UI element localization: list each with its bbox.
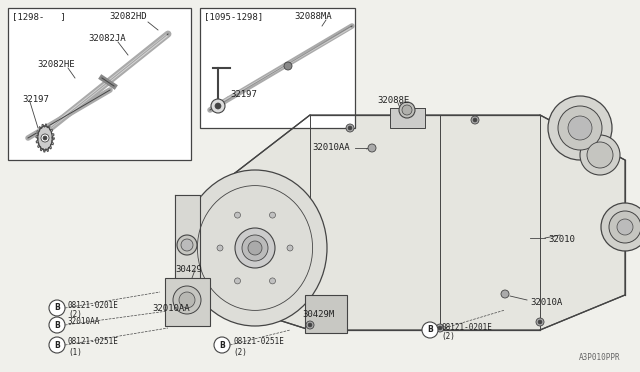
Text: B: B: [54, 304, 60, 312]
Circle shape: [214, 337, 230, 353]
Circle shape: [242, 235, 268, 261]
Text: 32088MA: 32088MA: [294, 12, 332, 21]
Circle shape: [49, 300, 65, 316]
Text: 32082JA: 32082JA: [88, 34, 125, 43]
Text: 32197: 32197: [230, 90, 257, 99]
Circle shape: [617, 219, 633, 235]
Text: B: B: [54, 340, 60, 350]
Text: B: B: [54, 321, 60, 330]
Text: 30429: 30429: [175, 265, 202, 274]
Text: B: B: [427, 326, 433, 334]
Text: 32082HE: 32082HE: [37, 60, 75, 69]
Text: 08121-0201E: 08121-0201E: [441, 323, 492, 331]
Polygon shape: [36, 124, 54, 152]
Circle shape: [568, 116, 592, 140]
Circle shape: [248, 241, 262, 255]
Circle shape: [179, 292, 195, 308]
Text: 32197: 32197: [22, 95, 49, 104]
Text: A3P010PPR: A3P010PPR: [579, 353, 620, 362]
Bar: [200, 8, 355, 128]
Text: 32010AA: 32010AA: [68, 317, 100, 327]
Bar: [390, 108, 425, 128]
Circle shape: [438, 326, 442, 330]
Circle shape: [538, 320, 542, 324]
Circle shape: [217, 245, 223, 251]
Bar: [165, 278, 210, 326]
Circle shape: [215, 103, 221, 109]
Circle shape: [536, 318, 544, 326]
Text: 32082HD: 32082HD: [109, 12, 147, 21]
Text: 08121-0201E: 08121-0201E: [68, 301, 119, 310]
Circle shape: [368, 144, 376, 152]
Text: 30429M: 30429M: [302, 310, 334, 319]
Circle shape: [211, 99, 225, 113]
Text: [1298-   ]: [1298- ]: [12, 12, 66, 21]
Circle shape: [269, 278, 275, 284]
Text: [1095-1298]: [1095-1298]: [204, 12, 263, 21]
Circle shape: [234, 212, 241, 218]
Text: (2): (2): [68, 311, 82, 320]
Circle shape: [49, 337, 65, 353]
Circle shape: [181, 239, 193, 251]
Text: B: B: [219, 340, 225, 350]
Circle shape: [399, 102, 415, 118]
Circle shape: [558, 106, 602, 150]
Text: 32088E: 32088E: [377, 96, 409, 105]
Circle shape: [41, 134, 49, 142]
Text: 32010: 32010: [548, 235, 575, 244]
Circle shape: [402, 105, 412, 115]
Circle shape: [43, 136, 47, 140]
Circle shape: [587, 142, 613, 168]
Circle shape: [346, 124, 354, 132]
Text: 32010A: 32010A: [530, 298, 563, 307]
Bar: [8, 8, 191, 160]
Circle shape: [436, 324, 444, 332]
Circle shape: [548, 96, 612, 160]
Circle shape: [287, 245, 293, 251]
Ellipse shape: [183, 170, 327, 326]
Circle shape: [473, 118, 477, 122]
Text: 32010AA: 32010AA: [152, 304, 189, 313]
Circle shape: [234, 278, 241, 284]
Text: (2): (2): [441, 333, 455, 341]
Circle shape: [269, 212, 275, 218]
Text: (1): (1): [68, 347, 82, 356]
Circle shape: [609, 211, 640, 243]
Circle shape: [177, 235, 197, 255]
Circle shape: [235, 228, 275, 268]
Circle shape: [173, 286, 201, 314]
Circle shape: [49, 317, 65, 333]
Circle shape: [348, 126, 352, 130]
Circle shape: [580, 135, 620, 175]
Text: 08121-0251E: 08121-0251E: [68, 337, 119, 346]
Text: (2): (2): [233, 347, 247, 356]
Circle shape: [471, 116, 479, 124]
Circle shape: [308, 323, 312, 327]
Polygon shape: [200, 115, 625, 330]
Circle shape: [501, 290, 509, 298]
Circle shape: [601, 203, 640, 251]
Bar: [305, 295, 347, 333]
Circle shape: [422, 322, 438, 338]
Circle shape: [306, 321, 314, 329]
Text: 08121-0251E: 08121-0251E: [233, 337, 284, 346]
Circle shape: [284, 62, 292, 70]
Polygon shape: [175, 195, 200, 295]
Text: 32010AA: 32010AA: [312, 143, 349, 152]
